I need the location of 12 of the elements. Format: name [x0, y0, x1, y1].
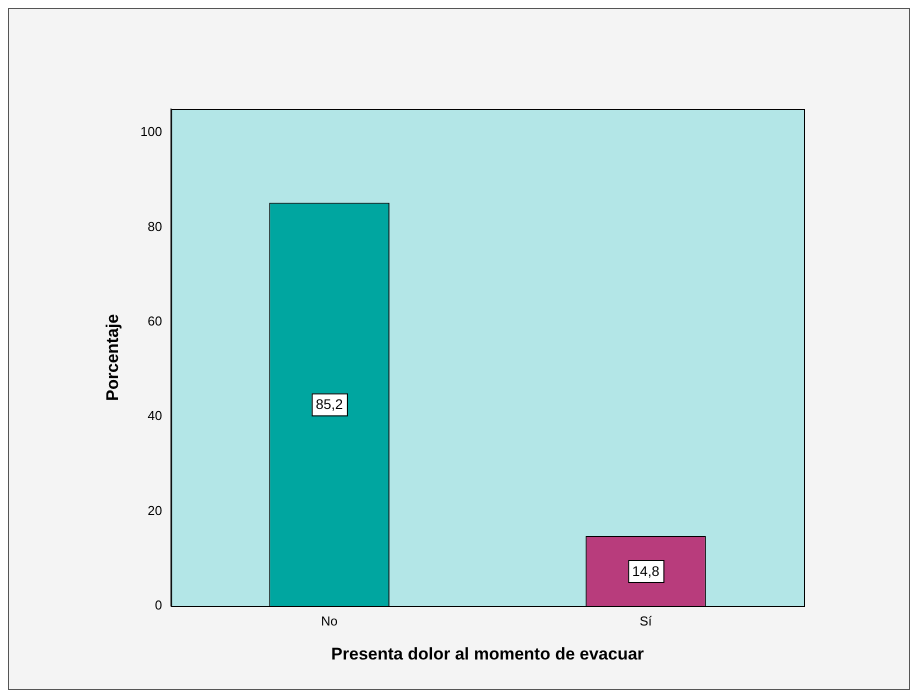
y-tick-label: 80 — [148, 218, 162, 234]
y-tick-label: 100 — [140, 124, 162, 140]
x-tick-label: No — [321, 613, 338, 628]
y-tick-label: 60 — [148, 314, 162, 329]
data-label: 85,2 — [316, 396, 344, 412]
data-label: 14,8 — [632, 562, 660, 579]
y-tick-label: 40 — [148, 408, 162, 424]
y-tick-label: 0 — [154, 598, 162, 613]
y-axis-title: Porcentaje — [102, 314, 122, 401]
x-tick-label: Sí — [640, 613, 652, 628]
y-tick-label: 20 — [148, 502, 162, 518]
x-axis-title: Presenta dolor al momento de evacuar — [331, 644, 644, 664]
